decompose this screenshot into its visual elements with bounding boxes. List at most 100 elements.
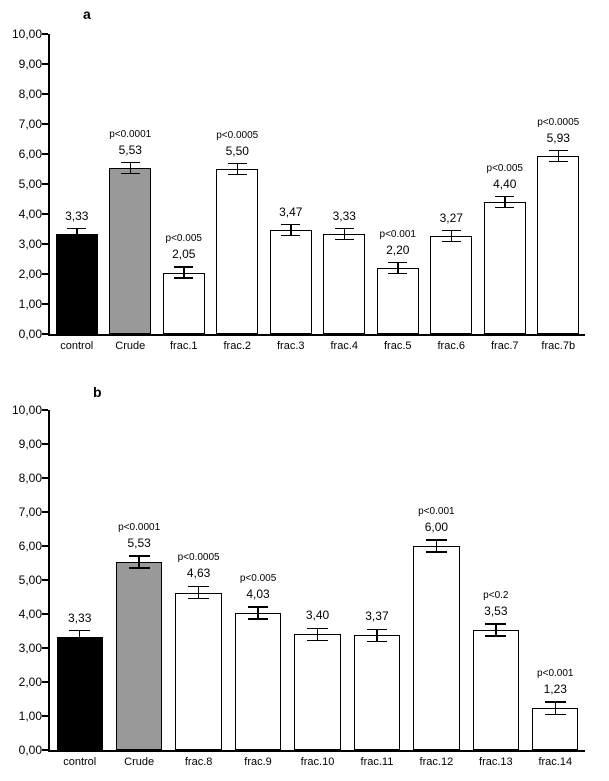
y-tick-label: 6,00 [19,147,42,161]
x-label: frac.2 [223,340,251,352]
plot-a: 0,001,002,003,004,005,006,007,008,009,00… [48,34,585,336]
p-label: p<0.0005 [216,130,258,141]
error-bar [317,628,319,640]
error-cap [188,586,209,588]
error-cap [549,161,568,163]
y-tick [42,545,48,547]
error-cap [228,163,247,165]
error-bar [495,624,497,636]
y-tick [42,333,48,335]
p-label: p<0.001 [418,506,454,517]
bar [294,634,340,750]
y-tick-label: 3,00 [19,641,42,655]
y-tick [42,183,48,185]
error-bar [198,586,200,598]
y-tick-label: 2,00 [19,267,42,281]
error-bar [555,702,557,714]
y-tick [42,749,48,751]
value-label: 3,40 [306,608,329,622]
x-label: frac.13 [479,756,513,768]
x-label: frac.1 [170,340,198,352]
y-tick-label: 6,00 [19,539,42,553]
value-label: 3,27 [440,211,463,225]
error-cap [495,207,514,209]
y-tick [42,477,48,479]
y-tick [42,33,48,35]
p-label: p<0.001 [537,668,573,679]
error-cap [174,266,193,268]
error-cap [442,230,461,232]
x-label: frac.7b [541,340,575,352]
value-label: 6,00 [425,520,448,534]
bar [323,234,365,334]
y-tick [42,647,48,649]
x-label: Crude [115,340,145,352]
p-label: p<0.005 [240,573,276,584]
error-cap [495,196,514,198]
value-label: 3,33 [65,209,88,223]
error-bar [436,540,438,552]
x-label: frac.6 [437,340,465,352]
error-cap [426,551,447,553]
p-label: p<0.0001 [109,129,151,140]
y-tick [42,153,48,155]
error-cap [228,174,247,176]
y-tick [42,613,48,615]
error-cap [335,228,354,230]
y-tick-label: 1,00 [19,709,42,723]
value-label: 3,47 [279,205,302,219]
x-label: Crude [124,756,154,768]
error-cap [426,539,447,541]
x-label: frac.9 [244,756,272,768]
error-cap [307,628,328,630]
error-cap [67,239,86,241]
x-label: frac.7 [491,340,519,352]
p-label: p<0.005 [166,233,202,244]
y-tick-label: 7,00 [19,117,42,131]
figure: { "layout": { "page_width": 609, "page_h… [0,0,609,781]
y-tick-label: 4,00 [19,207,42,221]
bar [430,236,472,334]
error-cap [442,241,461,243]
y-tick [42,213,48,215]
x-label: frac.3 [277,340,305,352]
error-bar [376,629,378,641]
error-cap [129,567,150,569]
y-tick-label: 7,00 [19,505,42,519]
y-tick-label: 5,00 [19,573,42,587]
bar [116,562,162,750]
x-label: frac.8 [185,756,213,768]
y-tick [42,93,48,95]
value-label: 2,05 [172,247,195,261]
p-label: p<0.001 [380,229,416,240]
plot-b: 0,001,002,003,004,005,006,007,008,009,00… [48,410,585,752]
error-cap [121,162,140,164]
value-label: 1,23 [544,682,567,696]
panel-b-label: b [93,384,102,400]
x-label: frac.11 [361,756,394,768]
x-label: control [60,340,93,352]
x-label: frac.5 [384,340,412,352]
y-tick [42,715,48,717]
y-tick-label: 10,00 [12,27,42,41]
y-tick [42,273,48,275]
error-cap [281,235,300,237]
error-bar [138,556,140,568]
y-tick-label: 8,00 [19,471,42,485]
x-label: frac.14 [538,756,572,768]
error-cap [545,701,566,703]
y-tick [42,443,48,445]
error-cap [335,239,354,241]
error-cap [188,598,209,600]
y-tick-label: 0,00 [19,743,42,757]
x-label: frac.10 [301,756,335,768]
p-label: p<0.0005 [178,552,220,563]
p-label: p<0.0005 [537,117,579,128]
y-tick [42,579,48,581]
y-tick-label: 2,00 [19,675,42,689]
bar [163,273,205,335]
bar [354,635,400,750]
error-cap [67,228,86,230]
error-bar [79,631,81,643]
error-cap [388,262,407,264]
